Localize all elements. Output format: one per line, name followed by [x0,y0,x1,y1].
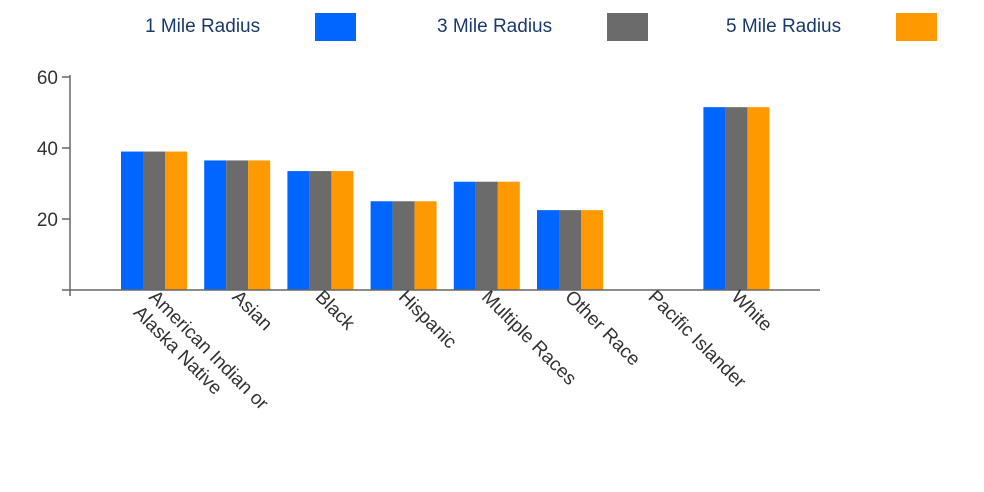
bar [143,151,165,290]
x-tick-label: Other Race [560,287,644,371]
bar [309,171,332,290]
bar [165,151,187,290]
legend-swatch [896,13,937,41]
y-tick-label: 60 [37,68,58,89]
axes [62,75,820,296]
legend-label: 1 Mile Radius [145,16,260,37]
bar [453,181,476,290]
legend: 1 Mile Radius 3 Mile Radius 5 Mile Radius [145,13,937,41]
y-tick-label: 40 [37,139,58,160]
bar [331,171,354,290]
bar [121,151,143,290]
y-ticks: 20 40 60 [37,68,70,231]
x-tick-label: Hispanic [394,287,460,353]
legend-label: 3 Mile Radius [437,16,552,37]
legend-label: 5 Mile Radius [726,16,841,37]
x-tick-label-line: Black [311,287,359,335]
x-tick-label: White [727,287,776,336]
y-tick-label: 20 [37,210,58,231]
bar [370,201,393,290]
bar [414,201,437,290]
bar [248,160,271,290]
x-tick-label: Black [311,287,359,335]
bars [121,107,770,290]
bar [226,160,249,290]
bar [204,160,227,290]
bar [703,107,726,290]
x-tick-label-line: Hispanic [394,287,460,353]
bar [287,171,310,290]
bar [392,201,415,290]
legend-swatch [607,13,648,41]
bar [559,210,581,290]
bar [475,181,498,290]
bar [497,181,520,290]
x-tick-label: Asian [228,287,276,335]
x-tick-label-line: Asian [228,287,276,335]
bar [747,107,770,290]
x-tick-label-line: White [727,287,776,336]
bar [581,210,603,290]
bar [725,107,748,290]
bar [537,210,559,290]
legend-swatch [315,13,356,41]
x-tick-label-line: Other Race [560,287,644,371]
x-tick-labels: American Indian orAlaska Native Asian Blac… [129,287,776,415]
